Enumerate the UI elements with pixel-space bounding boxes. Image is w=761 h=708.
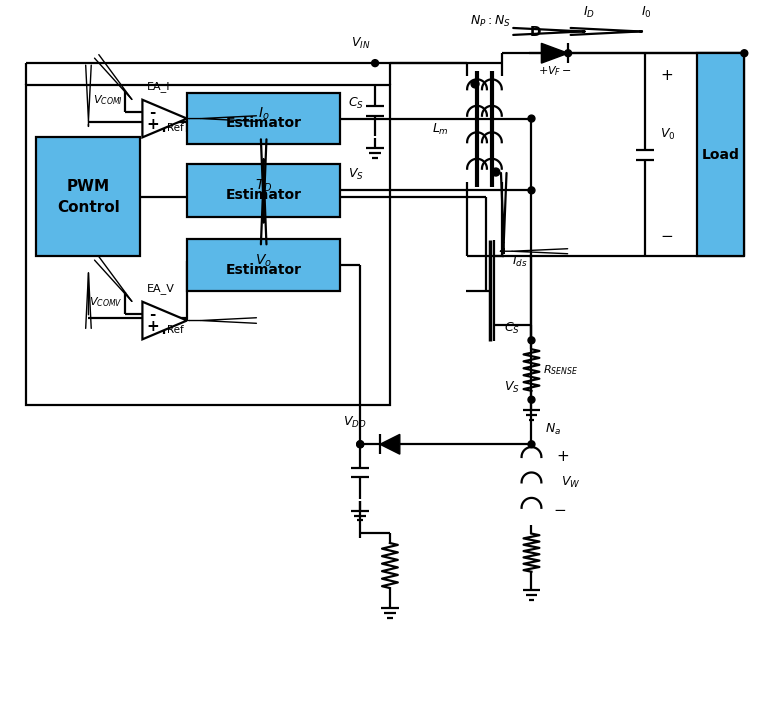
Circle shape [528, 187, 535, 194]
Text: +: + [661, 67, 673, 83]
Text: +: + [556, 449, 569, 464]
Text: $-$: $-$ [553, 501, 566, 516]
Text: Estimator: Estimator [226, 263, 301, 277]
Text: $C_S$: $C_S$ [504, 321, 520, 336]
Text: D: D [530, 25, 541, 40]
FancyBboxPatch shape [697, 53, 744, 256]
Text: Ref: Ref [167, 325, 184, 335]
Text: $V_{DD}$: $V_{DD}$ [343, 416, 367, 430]
Text: $R_{SENSE}$: $R_{SENSE}$ [543, 363, 578, 377]
Text: $I_0$: $I_0$ [641, 4, 651, 20]
Circle shape [528, 115, 535, 122]
Text: $V_{COMV}$: $V_{COMV}$ [89, 295, 123, 309]
Text: Control: Control [57, 200, 119, 215]
Text: $I_D$: $I_D$ [583, 4, 595, 20]
Text: $V_{COMI}$: $V_{COMI}$ [93, 93, 123, 108]
Polygon shape [380, 435, 400, 454]
Text: $V_{IN}$: $V_{IN}$ [351, 36, 370, 51]
Text: $I_{ds}$: $I_{ds}$ [511, 253, 527, 268]
Text: $V_o$: $V_o$ [255, 252, 272, 268]
FancyBboxPatch shape [37, 137, 141, 256]
Text: $L_m$: $L_m$ [432, 121, 449, 137]
Text: EA_V: EA_V [148, 283, 175, 294]
Text: $T_D$: $T_D$ [255, 178, 272, 194]
Text: +: + [146, 319, 159, 334]
Polygon shape [142, 302, 187, 339]
Circle shape [528, 337, 535, 344]
Text: Estimator: Estimator [226, 116, 301, 130]
Text: $I_o$: $I_o$ [258, 105, 269, 122]
Text: PWM: PWM [67, 178, 110, 193]
Circle shape [741, 50, 748, 57]
Text: -: - [149, 307, 155, 321]
Circle shape [565, 50, 572, 57]
Text: $C_S$: $C_S$ [349, 96, 365, 110]
Text: $V_W$: $V_W$ [561, 475, 581, 490]
Text: -: - [149, 105, 155, 120]
Circle shape [371, 59, 378, 67]
Text: EA_I: EA_I [148, 81, 171, 92]
Text: $V_S$: $V_S$ [504, 380, 520, 395]
Text: $N_a$: $N_a$ [546, 422, 562, 437]
Circle shape [357, 441, 364, 447]
Circle shape [357, 441, 364, 447]
FancyBboxPatch shape [187, 93, 340, 144]
Polygon shape [142, 100, 187, 137]
FancyBboxPatch shape [26, 85, 390, 405]
Circle shape [471, 80, 479, 88]
Text: Estimator: Estimator [226, 188, 301, 202]
Text: $+V_F-$: $+V_F-$ [538, 64, 572, 78]
Text: $V_0$: $V_0$ [661, 127, 676, 142]
FancyBboxPatch shape [187, 239, 340, 291]
Circle shape [528, 441, 535, 447]
Circle shape [528, 396, 535, 403]
Circle shape [492, 168, 500, 176]
Text: $V_S$: $V_S$ [349, 167, 365, 183]
FancyBboxPatch shape [187, 164, 340, 217]
Text: $N_P : N_S$: $N_P : N_S$ [470, 14, 510, 29]
Polygon shape [541, 43, 568, 63]
Text: Ref: Ref [167, 122, 184, 133]
Text: $-$: $-$ [661, 227, 673, 242]
Text: +: + [146, 118, 159, 132]
Text: Load: Load [702, 148, 740, 161]
